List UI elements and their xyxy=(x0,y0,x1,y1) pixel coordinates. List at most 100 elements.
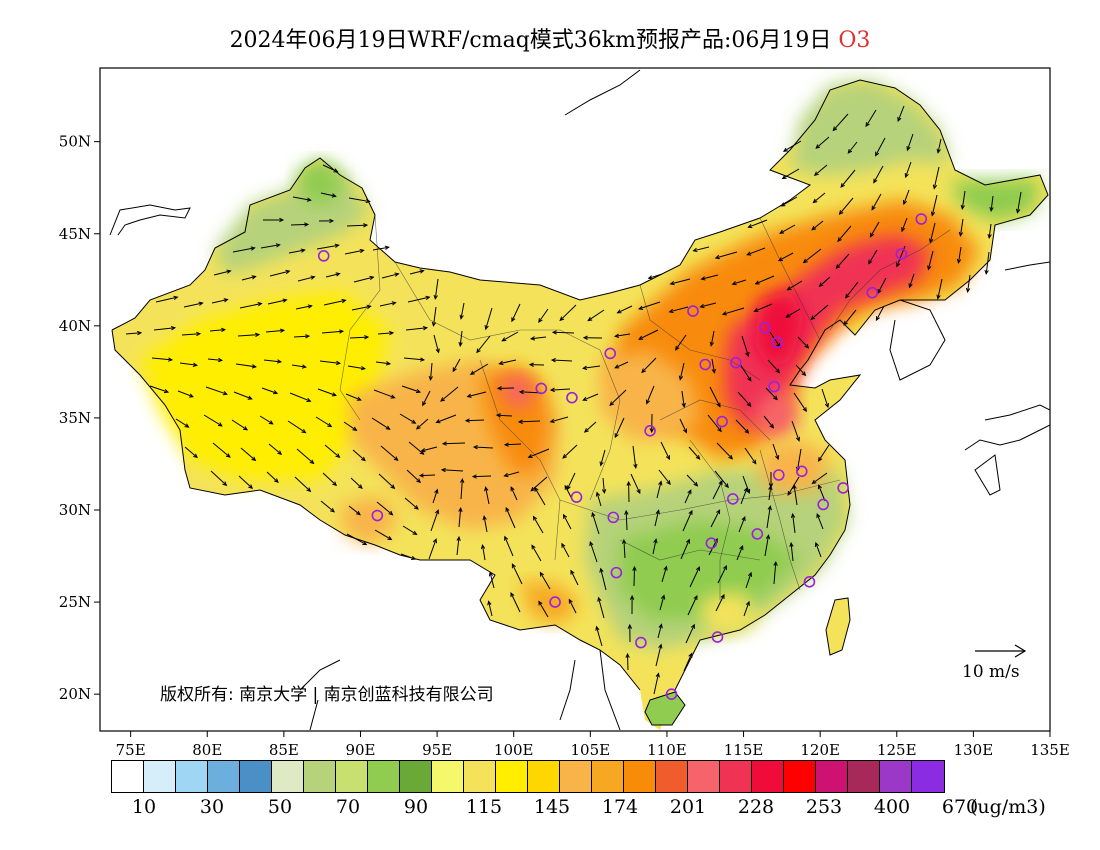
colorbar-swatch xyxy=(464,761,496,792)
station-marker xyxy=(699,358,712,371)
station-marker xyxy=(635,636,647,649)
colorbar-swatch xyxy=(272,761,304,792)
station-marker xyxy=(759,321,771,334)
station-marker xyxy=(570,491,583,503)
colorbar-label: 145 xyxy=(533,796,571,818)
station-marker xyxy=(705,537,718,549)
colorbar-swatch xyxy=(624,761,656,792)
colorbar-label: 174 xyxy=(601,796,639,818)
map-frame xyxy=(99,67,1051,732)
lat-tick-label: 25N xyxy=(59,593,91,611)
lon-tick-label: 120E xyxy=(800,741,840,759)
colorbar-label: 670 xyxy=(941,796,979,818)
lon-tick-label: 75E xyxy=(116,741,146,759)
colorbar-swatch xyxy=(144,761,176,792)
colorbar-swatch xyxy=(784,761,816,792)
lat-tick-label: 50N xyxy=(59,133,91,151)
chart-title: 2024年06月19日WRF/cmaq模式36km预报产品:06月19日 O3 xyxy=(0,22,1100,54)
colorbar-label: 70 xyxy=(335,796,361,818)
taiwan-island xyxy=(825,597,851,656)
colorbar-label: 30 xyxy=(199,796,225,818)
colorbar-label: 10 xyxy=(131,796,157,818)
lon-tick-label: 85E xyxy=(269,741,299,759)
colorbar-swatch xyxy=(112,761,144,792)
zone-south-tibet-orange xyxy=(340,495,400,545)
station-marker xyxy=(803,576,816,588)
longitude-axis: 75E 80E 85E 90E 95E 100E 105E 110E 115E 120E 125E 1… xyxy=(116,731,1070,759)
station-marker xyxy=(371,509,384,522)
colorbar-label: 50 xyxy=(267,796,293,818)
colorbar xyxy=(111,760,945,793)
station-marker xyxy=(768,380,780,393)
lon-tick-label: 80E xyxy=(192,741,222,759)
station-marker xyxy=(795,465,808,478)
colorbar-swatch xyxy=(336,761,368,792)
colorbar-swatch xyxy=(720,761,752,792)
colorbar-swatch xyxy=(752,761,784,792)
station-marker xyxy=(837,482,849,494)
zone-qinghai-hot xyxy=(500,375,535,410)
station-marker xyxy=(915,213,928,225)
zone-beijing-core xyxy=(755,290,805,370)
zone-west-yellow xyxy=(140,290,390,480)
lat-tick-label: 35N xyxy=(59,409,91,427)
colorbar-swatch xyxy=(208,761,240,792)
station-marker xyxy=(817,498,830,511)
station-markers xyxy=(317,213,928,700)
colorbar-swatch xyxy=(912,761,944,792)
colorbar-label: 90 xyxy=(403,796,429,818)
reference-vector-label: 10 m/s xyxy=(962,662,1020,682)
colorbar-label: 228 xyxy=(737,796,775,818)
colorbar-swatch xyxy=(656,761,688,792)
colorbar-swatch xyxy=(400,761,432,792)
coastlines xyxy=(109,69,1050,731)
copyright-notice: 版权所有: 南京大学 | 南京创蓝科技有限公司 xyxy=(160,685,494,705)
station-marker xyxy=(772,469,785,481)
lon-tick-label: 90E xyxy=(345,741,375,759)
lon-tick-label: 95E xyxy=(422,741,452,759)
lon-tick-label: 100E xyxy=(494,741,534,759)
station-marker xyxy=(711,631,724,643)
title-main: 2024年06月19日WRF/cmaq模式36km预报产品:06月19日 xyxy=(229,28,832,53)
station-marker xyxy=(665,688,678,700)
station-marker xyxy=(566,391,578,404)
station-marker xyxy=(610,566,623,579)
station-marker xyxy=(866,286,879,299)
colorbar-swatch xyxy=(176,761,208,792)
station-marker xyxy=(771,336,784,349)
colorbar-swatch xyxy=(848,761,880,792)
station-marker xyxy=(317,250,330,262)
colorbar-swatch xyxy=(432,761,464,792)
station-marker xyxy=(751,528,764,540)
lat-tick-label: 40N xyxy=(59,317,91,335)
colorbar-swatch xyxy=(816,761,848,792)
station-marker xyxy=(607,511,620,524)
colorbar-swatch xyxy=(592,761,624,792)
colorbar-swatch xyxy=(560,761,592,792)
station-marker xyxy=(549,596,561,608)
lon-tick-label: 115E xyxy=(724,741,764,759)
colorbar-label: 253 xyxy=(805,796,843,818)
colorbar-unit: (ug/m3) xyxy=(970,796,1046,818)
zone-guangdong-yellow xyxy=(700,590,760,635)
station-marker xyxy=(644,425,656,437)
colorbar-swatch xyxy=(304,761,336,792)
title-species: O3 xyxy=(838,28,871,53)
lat-tick-label: 45N xyxy=(59,225,91,243)
colorbar-swatch xyxy=(368,761,400,792)
hainan-island xyxy=(644,691,686,726)
concentration-map: 50N 45N 40N 35N 30N 25N 20N 75E 80E 85E 90E 95E 100… xyxy=(59,67,1070,759)
lon-tick-label: 125E xyxy=(877,741,917,759)
lat-tick-label: 30N xyxy=(59,501,91,519)
lat-tick-label: 20N xyxy=(59,685,91,703)
colorbar-swatch xyxy=(240,761,272,792)
colorbar-label: 400 xyxy=(873,796,911,818)
lon-tick-label: 135E xyxy=(1030,741,1070,759)
zone-south-green-dark xyxy=(620,520,800,620)
colorbar-label: 201 xyxy=(669,796,707,818)
station-marker xyxy=(687,305,699,317)
station-marker xyxy=(716,415,728,428)
lon-tick-label: 110E xyxy=(647,741,687,759)
station-marker xyxy=(604,347,617,360)
colorbar-swatch xyxy=(688,761,720,792)
